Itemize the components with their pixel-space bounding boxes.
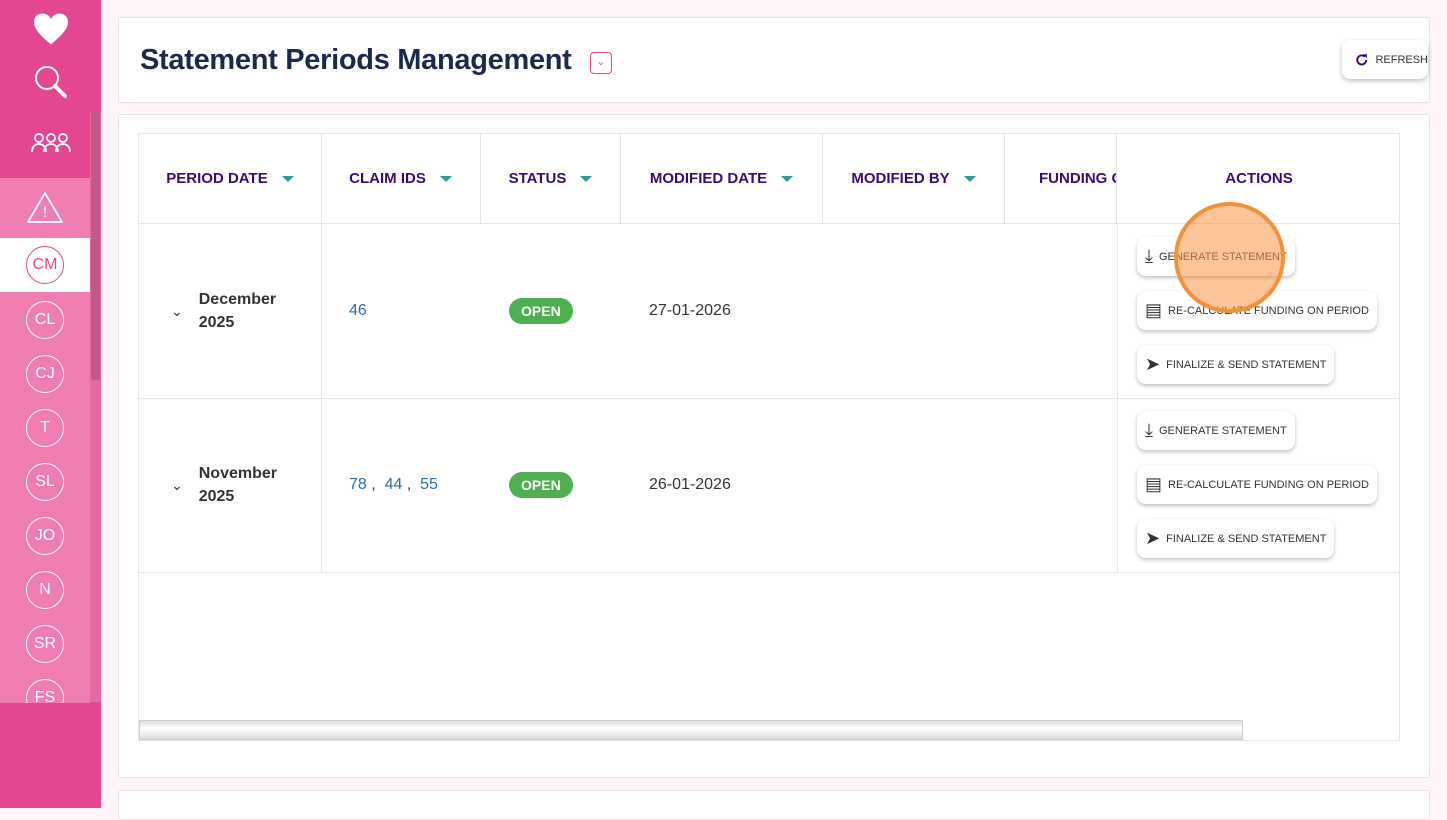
- sidebar-item-jo[interactable]: JO: [0, 509, 90, 563]
- users-icon[interactable]: [0, 130, 101, 161]
- horizontal-scrollbar[interactable]: [139, 720, 1243, 740]
- claim-ids-cell: 46: [349, 224, 367, 398]
- send-icon: ➤: [1145, 354, 1161, 374]
- table-row: ⌄ November 2025 78 , 44 , 55 OPEN 26-01-2…: [139, 398, 1399, 573]
- sidebar-scrollbar[interactable]: [90, 112, 101, 702]
- column-label: STATUS: [508, 170, 567, 187]
- nav-label: FS: [26, 679, 64, 703]
- column-label: CLAIM IDS: [349, 170, 426, 187]
- sidebar: ! CM CL CJ T SL JO N SR FS: [0, 0, 101, 808]
- bottom-card: [118, 790, 1430, 820]
- nav-label: T: [26, 409, 64, 447]
- click-indicator: [1174, 202, 1285, 313]
- download-icon: ⤓: [1145, 246, 1153, 266]
- nav-label: CL: [26, 301, 64, 339]
- column-label: FUNDING C: [1039, 170, 1117, 187]
- generate-statement-button[interactable]: ⤓ GENERATE STATEMENT: [1137, 411, 1295, 450]
- nav-label: JO: [26, 517, 64, 555]
- column-header-modified-date[interactable]: MODIFIED DATE: [621, 134, 823, 224]
- claim-id-link[interactable]: 55: [420, 476, 438, 493]
- divider: [1117, 398, 1118, 572]
- receipt-icon: ▤: [1145, 300, 1163, 320]
- column-label: ACTIONS: [1225, 170, 1293, 187]
- sidebar-nav: ! CM CL CJ T SL JO N SR FS: [0, 178, 90, 703]
- period-month: November: [198, 465, 277, 482]
- period-cell: ⌄ November 2025: [171, 398, 277, 572]
- svg-text:!: !: [43, 204, 47, 221]
- period-year: 2025: [198, 314, 235, 331]
- sort-caret-icon[interactable]: [963, 175, 976, 182]
- button-label: RE-CALCULATE FUNDING ON PERIOD: [1168, 478, 1369, 491]
- sidebar-scrollbar-thumb[interactable]: [91, 112, 100, 380]
- page-title: Statement Periods Management: [140, 44, 572, 76]
- header-card: [118, 17, 1430, 103]
- nav-label: N: [26, 571, 64, 609]
- period-cell: ⌄ December 2025: [171, 224, 276, 398]
- sort-caret-icon[interactable]: [580, 175, 593, 182]
- nav-label: SR: [26, 625, 64, 663]
- sidebar-item-sl[interactable]: SL: [0, 455, 90, 509]
- column-header-modified-by[interactable]: MODIFIED BY: [823, 134, 1005, 224]
- column-header-funding[interactable]: FUNDING C: [1005, 134, 1117, 224]
- alert-icon[interactable]: !: [0, 190, 90, 229]
- expand-chevron-icon[interactable]: ⌄: [171, 476, 183, 493]
- column-label: MODIFIED BY: [851, 170, 950, 187]
- button-label: FINALIZE & SEND STATEMENT: [1166, 358, 1327, 371]
- chevron-down-icon: ⌄: [596, 56, 606, 68]
- sidebar-item-cl[interactable]: CL: [0, 293, 90, 347]
- status-badge: OPEN: [509, 298, 573, 324]
- column-header-status[interactable]: STATUS: [481, 134, 621, 224]
- column-header-claim-ids[interactable]: CLAIM IDS: [321, 134, 481, 224]
- search-icon[interactable]: [0, 64, 101, 105]
- refresh-label: REFRESH: [1375, 53, 1428, 66]
- divider: [321, 398, 322, 572]
- button-label: FINALIZE & SEND STATEMENT: [1166, 532, 1327, 545]
- period-year: 2025: [198, 488, 235, 505]
- sidebar-item-n[interactable]: N: [0, 563, 90, 617]
- title-dropdown-button[interactable]: ⌄: [590, 52, 612, 74]
- send-icon: ➤: [1145, 528, 1161, 548]
- sort-caret-icon[interactable]: [281, 175, 294, 182]
- refresh-button[interactable]: REFRESH: [1342, 40, 1428, 79]
- nav-label: CM: [26, 246, 64, 284]
- finalize-send-button[interactable]: ➤ FINALIZE & SEND STATEMENT: [1137, 345, 1335, 384]
- modified-date-cell: 26-01-2026: [649, 476, 731, 493]
- button-label: GENERATE STATEMENT: [1158, 424, 1287, 437]
- column-header-period-date[interactable]: PERIOD DATE: [139, 134, 322, 224]
- claim-ids-cell: 78 , 44 , 55: [349, 476, 438, 493]
- column-label: MODIFIED DATE: [649, 170, 768, 187]
- nav-label: SL: [26, 463, 64, 501]
- sidebar-item-fs[interactable]: FS: [0, 671, 90, 703]
- claim-id-link[interactable]: 46: [349, 302, 367, 319]
- sidebar-item-sr[interactable]: SR: [0, 617, 90, 671]
- sort-caret-icon[interactable]: [439, 175, 452, 182]
- sidebar-item-cj[interactable]: CJ: [0, 347, 90, 401]
- status-cell: OPEN: [509, 398, 573, 572]
- period-month: December: [198, 291, 277, 308]
- sidebar-item-t[interactable]: T: [0, 401, 90, 455]
- claim-id-link[interactable]: 78: [349, 476, 367, 493]
- receipt-icon: ▤: [1145, 474, 1163, 494]
- nav-label: CJ: [26, 355, 64, 393]
- refresh-icon: [1356, 53, 1368, 65]
- sidebar-item-cm[interactable]: CM: [0, 238, 90, 292]
- sort-caret-icon[interactable]: [781, 175, 794, 182]
- download-icon: ⤓: [1145, 420, 1153, 440]
- modified-date-cell: 27-01-2026: [649, 302, 731, 319]
- heart-icon[interactable]: [0, 12, 101, 51]
- column-label: PERIOD DATE: [166, 170, 268, 187]
- recalculate-funding-button[interactable]: ▤ RE-CALCULATE FUNDING ON PERIOD: [1137, 465, 1377, 504]
- finalize-send-button[interactable]: ➤ FINALIZE & SEND STATEMENT: [1137, 519, 1335, 558]
- status-cell: OPEN: [509, 224, 573, 398]
- status-badge: OPEN: [509, 472, 573, 498]
- expand-chevron-icon[interactable]: ⌄: [171, 302, 183, 319]
- button-label: RE-CALCULATE FUNDING ON PERIOD: [1168, 304, 1369, 317]
- divider: [1117, 224, 1118, 398]
- divider: [321, 224, 322, 398]
- claim-id-link[interactable]: 44: [384, 476, 403, 493]
